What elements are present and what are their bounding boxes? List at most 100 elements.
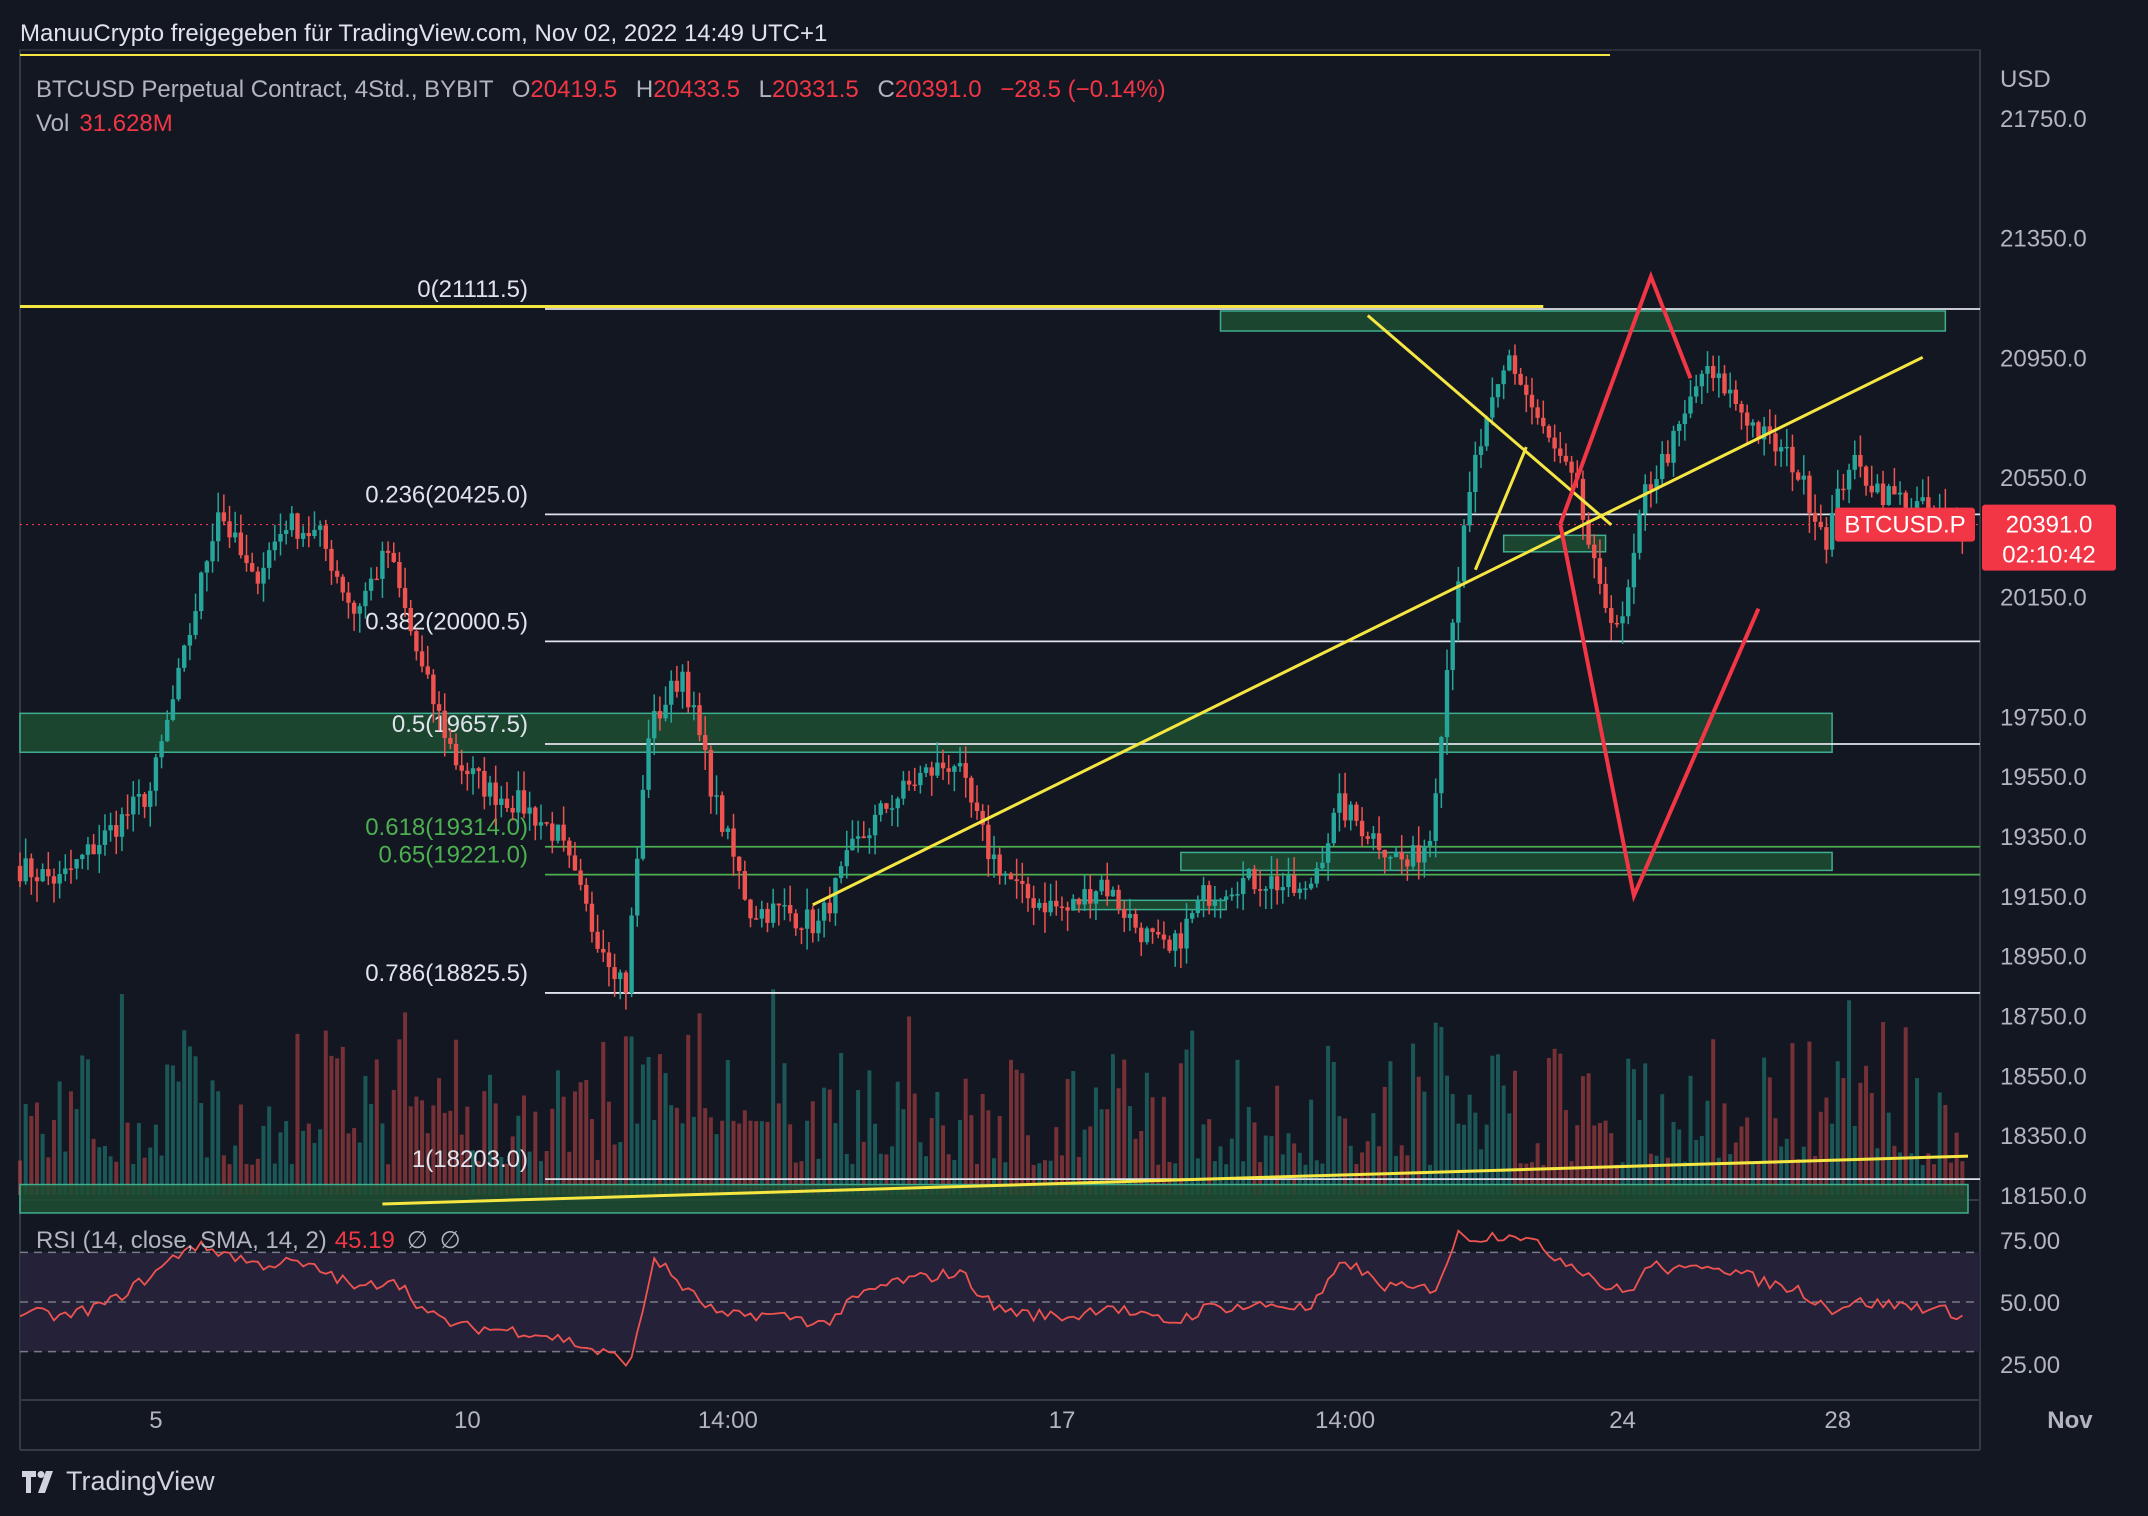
price-tick-13: 18150.0 [2000,1183,2087,1210]
volume-bar [301,1130,306,1195]
price-tag-bg [1982,504,2116,571]
candle-body [1393,851,1399,858]
candle-body [980,811,985,825]
open-value: 20419.5 [530,76,618,103]
candle-body [963,763,968,778]
candle-body [487,782,493,797]
volume-bar [748,1120,753,1195]
candle-body [646,738,651,790]
volume-bar [204,1157,209,1195]
candle-body [51,876,57,884]
volume-bar [1025,1135,1030,1195]
volume-label[interactable]: Vol [36,110,70,137]
volume-bar [827,1089,832,1195]
candle-body [1795,472,1801,480]
volume-bar [170,1065,175,1195]
candle-body [1914,501,1920,509]
volume-bar [335,1058,340,1195]
time-tick-1: 10 [454,1407,481,1434]
zone-4 [1502,534,1607,553]
volume-bar [1144,1072,1149,1195]
candle-body [601,948,606,953]
candle-body [1071,898,1076,911]
volume-bar [578,1082,583,1195]
volume-bar [1898,1152,1903,1195]
rsi-tick-2: 25.00 [2000,1352,2060,1379]
candle-body [187,635,193,646]
candle-body [1727,389,1733,394]
volume-bar [861,1141,866,1195]
candle-body [1093,891,1099,904]
volume-bar [714,1134,719,1195]
candle-body [1456,581,1461,623]
volume-bar [618,1141,623,1195]
candle-body [1660,454,1665,480]
candle-body [725,828,731,832]
volume-bar [1071,1071,1076,1195]
candle-body [431,674,436,705]
candle-body [1082,889,1087,905]
fib-label-0: 0(21111.5) [417,276,528,303]
candle-body [148,790,153,807]
volume-bar [1382,1086,1387,1195]
candle-body [165,719,170,742]
volume-bar [1467,1094,1472,1195]
trendline-3 [1473,446,1528,571]
rsi-line [19,1229,1963,1368]
volume-bar [657,1054,662,1195]
candle-body [516,790,521,813]
volume-bar [159,1155,164,1195]
candle-body [1139,927,1144,943]
currency-label[interactable]: USD [2000,66,2051,93]
volume-bar [708,1117,713,1195]
volume-bar [895,1081,900,1195]
volume-bar [63,1151,68,1195]
candle-body [425,666,430,675]
candle-body [1801,475,1806,480]
candle-body [499,798,504,805]
volume-bar [329,1055,334,1195]
candle-body [357,606,362,614]
candle-body [640,789,646,859]
candle-body [1603,583,1608,608]
candle-body [1609,607,1614,623]
symbol-name[interactable]: BTCUSD Perpetual Contract, 4Std., BYBIT [36,76,494,103]
volume-bar [1269,1136,1274,1195]
volume-bar [1207,1119,1212,1195]
rsi-label[interactable]: RSI (14, close, SMA, 14, 2) [36,1227,327,1254]
candle-body [1076,898,1082,905]
candle-body [1682,413,1688,425]
candles [17,344,1965,1010]
candle-body [1552,437,1557,449]
volume-bar [1677,1129,1682,1195]
candle-body [323,525,328,549]
volume-bar [1909,1153,1914,1195]
price-tick-9: 18950.0 [2000,944,2087,971]
volume-bar [805,1120,810,1195]
candle-body [453,743,459,766]
candle-body [1325,843,1331,863]
tradingview-brand[interactable]: TradingView [22,1466,215,1497]
volume-bar [1280,1154,1285,1195]
volume-bar [340,1046,345,1195]
volume-bar [640,1064,645,1195]
volume-bar [1059,1155,1064,1195]
candle-body [368,578,374,591]
volume-bar [1733,1142,1738,1195]
volume-bar [1377,1146,1382,1195]
candle-body [776,903,782,906]
candle-body [1484,417,1489,447]
volume-bar [1054,1127,1059,1195]
candle-body [901,780,906,799]
candle-body [1286,875,1291,888]
candle-body [419,651,425,667]
candle-body [1014,879,1019,882]
candle-body [1150,928,1155,933]
volume-bar [448,1110,453,1195]
candle-body [708,749,714,797]
candle-body [521,790,527,814]
candle-body [765,909,770,923]
candle-body [1869,485,1874,493]
volume-bar [1864,1065,1869,1195]
